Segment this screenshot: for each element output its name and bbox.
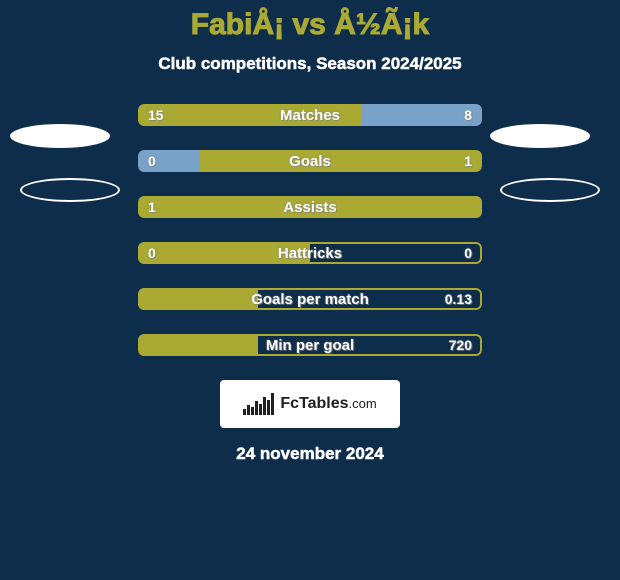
fctables-logo: FcTables.com	[220, 380, 400, 428]
player-marker-2	[20, 178, 120, 202]
stat-bar-goals: Goals0 1	[138, 150, 482, 172]
logo-text-ext: .com	[349, 396, 377, 411]
player-marker-3	[500, 178, 600, 202]
logo-bar	[255, 401, 258, 415]
stat-label: Min per goal	[138, 334, 482, 356]
logo-bars-icon	[243, 393, 274, 415]
stat-value-right: 1	[464, 150, 472, 172]
stat-bar-assists: Assists1	[138, 196, 482, 218]
logo-bar	[263, 397, 266, 415]
stat-value-right: 720	[449, 334, 472, 356]
player-marker-1	[490, 124, 590, 148]
logo-bar	[251, 407, 254, 415]
stat-value-left: 0	[148, 150, 156, 172]
stat-bar-hattricks: Hattricks0 0	[138, 242, 482, 264]
stat-label: Goals	[138, 150, 482, 172]
stat-value-right: 0.13	[445, 288, 472, 310]
logo-bar	[259, 404, 262, 415]
stat-value-right: 8	[464, 104, 472, 126]
logo-bar	[271, 393, 274, 415]
player-marker-0	[10, 124, 110, 148]
logo-bar	[243, 409, 246, 415]
stat-bar-goals-per-match: Goals per match0.13	[138, 288, 482, 310]
logo-text-main: FcTables	[280, 395, 348, 412]
stat-value-left: 15	[148, 104, 164, 126]
logo-text: FcTables.com	[280, 395, 376, 413]
logo-bar	[267, 400, 270, 415]
logo-bar	[247, 405, 250, 415]
comparison-card: FabiÅ¡ vs Å½Ã¡k Club competitions, Seaso…	[0, 0, 620, 580]
stat-label: Hattricks	[138, 242, 482, 264]
stat-value-right: 0	[464, 242, 472, 264]
page-title: FabiÅ¡ vs Å½Ã¡k	[0, 0, 620, 42]
subtitle: Club competitions, Season 2024/2025	[0, 54, 620, 74]
stat-bar-matches: Matches15 8	[138, 104, 482, 126]
stat-label: Matches	[138, 104, 482, 126]
stat-label: Assists	[138, 196, 482, 218]
stat-value-left: 1	[148, 196, 156, 218]
date-text: 24 november 2024	[0, 444, 620, 464]
stat-bar-min-per-goal: Min per goal720	[138, 334, 482, 356]
stat-label: Goals per match	[138, 288, 482, 310]
stat-value-left: 0	[148, 242, 156, 264]
